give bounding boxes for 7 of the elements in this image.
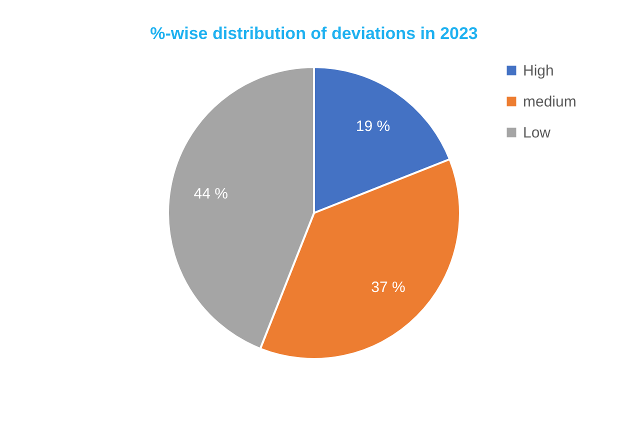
data-label: 37 % xyxy=(371,279,406,296)
chart-title: %-wise distribution of deviations in 2023 xyxy=(150,24,478,43)
legend-label: High xyxy=(523,62,554,80)
data-label: 44 % xyxy=(194,185,228,202)
legend-label: medium xyxy=(523,94,576,110)
legend-label: Low xyxy=(523,124,551,142)
data-label: 19 % xyxy=(356,118,390,136)
